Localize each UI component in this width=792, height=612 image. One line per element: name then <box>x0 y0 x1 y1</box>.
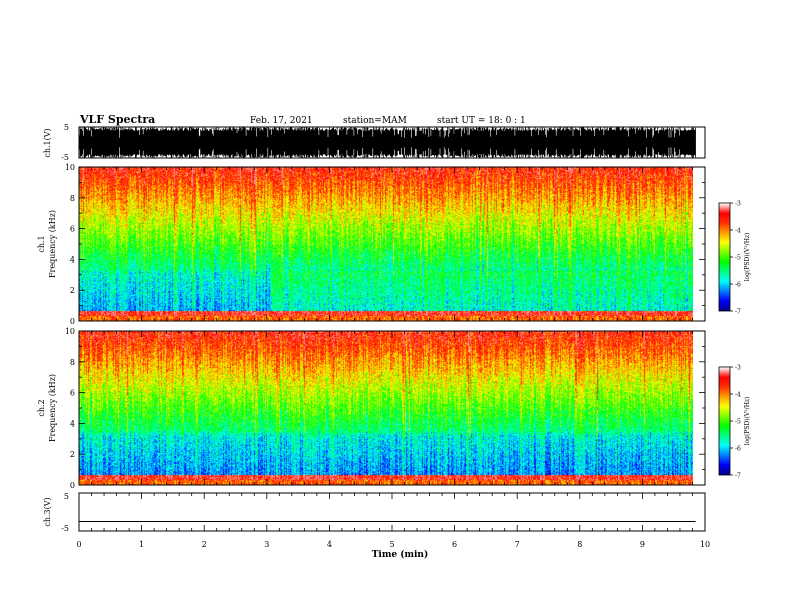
time-axis-tick-label: 4 <box>327 540 332 549</box>
ch3-waveform-ylabel: ch.3(V) <box>43 497 52 526</box>
colorbar-tick-label: -5 <box>735 255 741 262</box>
y-tick-label: 4 <box>70 419 75 428</box>
ch2-spectrogram-ticks: 0 2 4 6 8 10 <box>65 327 706 490</box>
ch1-waveform-ticks <box>78 127 706 158</box>
time-axis-tick-label: 10 <box>700 540 710 549</box>
ch1-colorbar: -3 -4 -5 -6 -7 log(PSD)(V²/Hz) <box>718 201 751 316</box>
ch1-spectrogram-ylabel: Frequency (kHz) <box>48 210 57 278</box>
ch1-waveform-ylabel: ch.1(V) <box>43 128 52 157</box>
y-tick-label: 6 <box>70 225 75 234</box>
colorbar-tick-label: -7 <box>735 309 741 316</box>
y-tick-label: 2 <box>70 450 75 459</box>
ch1-colorbar-gradient <box>719 203 730 311</box>
ch1-ytick-bottom: -5 <box>61 153 69 162</box>
ch3-ytick-top: 5 <box>64 492 69 501</box>
y-tick-label: 10 <box>65 163 75 172</box>
ch2-spectrogram-panel: 0 2 4 6 8 10 ch.2 Frequency (kHz) <box>37 327 706 490</box>
y-tick-label: 8 <box>70 358 75 367</box>
colorbar-tick-label: -4 <box>735 392 741 399</box>
colorbar-tick-label: -6 <box>735 446 741 453</box>
header-start-time: start UT = 18: 0 : 1 <box>437 116 526 126</box>
colorbar-tick-label: -3 <box>735 201 741 208</box>
header-date: Feb. 17, 2021 <box>250 116 313 126</box>
ch2-spectrogram-channel-label: ch.2 <box>37 399 46 416</box>
time-axis-tick-label: 8 <box>577 540 582 549</box>
ch1-colorbar-ticks: -3 -4 -5 -6 -7 <box>730 201 741 316</box>
y-tick-label: 4 <box>70 255 75 264</box>
y-tick-label: 6 <box>70 389 75 398</box>
time-axis-tick-label: 9 <box>640 540 645 549</box>
colorbar-tick-label: -5 <box>735 419 741 426</box>
colorbar-tick-label: -4 <box>735 228 741 235</box>
ch1-spectrogram-channel-label: ch.1 <box>37 235 46 252</box>
ch1-ytick-top: 5 <box>64 123 69 132</box>
ch2-spectrogram-heatmap <box>79 331 693 485</box>
ch3-waveform-ticks <box>78 493 706 531</box>
ch1-spectrogram-panel: 0 2 4 6 8 10 ch.1 Frequency (kHz) <box>37 163 706 326</box>
y-tick-label: 0 <box>70 481 75 490</box>
time-axis-tick-label: 0 <box>76 540 81 549</box>
colorbar-tick-label: -6 <box>735 282 741 289</box>
time-axis-tick-label: 3 <box>264 540 269 549</box>
y-tick-label: 8 <box>70 194 75 203</box>
ch1-colorbar-label: log(PSD)(V²/Hz) <box>744 233 751 282</box>
ch3-ytick-bottom: -5 <box>61 524 69 533</box>
ch1-waveform-trace <box>79 127 696 158</box>
ch2-colorbar-label: log(PSD)(V²/Hz) <box>744 397 751 446</box>
time-axis-tick-label: 2 <box>202 540 207 549</box>
time-axis-tick-label: 5 <box>389 540 394 549</box>
y-tick-label: 0 <box>70 317 75 326</box>
ch2-colorbar: -3 -4 -5 -6 -7 log(PSD)(V²/Hz) <box>718 365 751 480</box>
time-axis-tick-label: 6 <box>452 540 457 549</box>
y-tick-label: 10 <box>65 327 75 336</box>
time-axis-label: Time (min) <box>372 549 429 560</box>
ch1-waveform-panel: 5 -5 ch.1(V) <box>43 123 706 162</box>
colorbar-tick-label: -3 <box>735 365 741 372</box>
figure-title: VLF Spectra <box>79 113 155 126</box>
ch2-spectrogram-ylabel: Frequency (kHz) <box>48 374 57 442</box>
y-tick-label: 2 <box>70 286 75 295</box>
ch2-colorbar-ticks: -3 -4 -5 -6 -7 <box>730 365 741 480</box>
time-axis-tick-label: 7 <box>515 540 520 549</box>
ch1-spectrogram-ticks: 0 2 4 6 8 10 <box>65 163 706 326</box>
ch1-spectrogram-heatmap <box>79 167 693 321</box>
ch2-colorbar-gradient <box>719 367 730 475</box>
header-station: station=MAM <box>343 116 407 126</box>
colorbar-tick-label: -7 <box>735 473 741 480</box>
time-axis-tick-label: 1 <box>139 540 144 549</box>
ch3-waveform-panel: 5 -5 ch.3(V) <box>43 492 706 533</box>
time-axis-tick-labels: 0 1 2 3 4 5 6 7 8 9 10 <box>76 540 710 549</box>
